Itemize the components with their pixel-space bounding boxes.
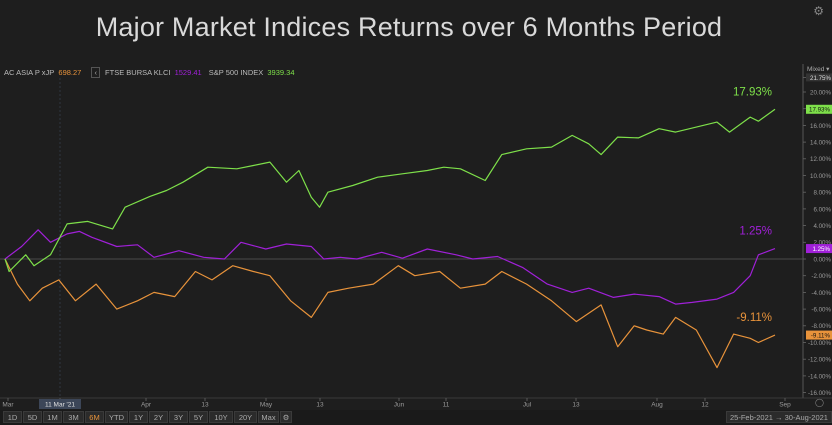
x-tick-label: 11 Mar '21 bbox=[45, 402, 75, 409]
x-tick-label: Sep bbox=[779, 402, 791, 409]
end-label: 17.93% bbox=[733, 86, 772, 98]
y-tick-label: 4.00% bbox=[813, 223, 831, 230]
range-button-2y[interactable]: 2Y bbox=[149, 411, 168, 423]
x-tick-label: May bbox=[260, 402, 273, 409]
axis-value-box bbox=[806, 330, 832, 340]
y-tick-label: -8.00% bbox=[811, 323, 831, 330]
range-button-max[interactable]: Max bbox=[258, 411, 279, 423]
range-button-ytd[interactable]: YTD bbox=[105, 411, 128, 423]
y-tick-label: 16.00% bbox=[810, 123, 831, 130]
chart-title: Major Market Indices Returns over 6 Mont… bbox=[95, 12, 723, 42]
chart-canvas[interactable]: Mixed ▾21.75%20.00%18.00%16.00%14.00%12.… bbox=[0, 0, 832, 410]
axis-value-label: 17.93% bbox=[809, 107, 830, 114]
end-label: -9.11% bbox=[736, 312, 772, 324]
x-tick-label: Jun bbox=[394, 402, 405, 409]
x-tick-label: Jul bbox=[523, 402, 532, 409]
range-button-5d[interactable]: 5D bbox=[23, 411, 42, 423]
range-button-3m[interactable]: 3M bbox=[63, 411, 84, 423]
legend-asia-name: AC ASIA P xJP bbox=[4, 68, 55, 77]
gear-icon[interactable]: ⚙ bbox=[813, 4, 824, 18]
y-tick-label: 21.75% bbox=[810, 75, 831, 82]
axis-mode-label[interactable]: Mixed ▾ bbox=[807, 66, 830, 73]
y-max-box bbox=[806, 73, 832, 82]
range-button-5y[interactable]: 5Y bbox=[189, 411, 208, 423]
series-line-ac-asia-p-xjp bbox=[4, 258, 776, 369]
end-label: 1.25% bbox=[739, 226, 772, 238]
axis-value-label: -9.11% bbox=[811, 332, 831, 339]
legend-klci-name: FTSE BURSA KLCI bbox=[105, 68, 171, 77]
y-tick-label: -16.00% bbox=[808, 390, 832, 397]
range-button-1d[interactable]: 1D bbox=[3, 411, 22, 423]
y-tick-label: 6.00% bbox=[813, 206, 831, 213]
legend: AC ASIA P xJP 698.27 ‹ FTSE BURSA KLCI 1… bbox=[4, 67, 300, 78]
range-button-6m[interactable]: 6M bbox=[85, 411, 104, 423]
legend-spx-name: S&P 500 INDEX bbox=[208, 68, 264, 77]
x-tick-label: 11 bbox=[443, 402, 450, 409]
y-tick-label: 12.00% bbox=[810, 156, 831, 163]
y-tick-label: 20.00% bbox=[810, 89, 831, 96]
axis-value-box bbox=[806, 244, 832, 254]
legend-klci-value: 1529.41 bbox=[174, 68, 202, 77]
axis-value-box bbox=[806, 104, 832, 114]
y-axis-panel bbox=[803, 64, 832, 398]
y-tick-label: -2.00% bbox=[811, 273, 831, 280]
series-line-s-p-500-index bbox=[4, 108, 776, 273]
y-tick-label: 2.00% bbox=[813, 240, 831, 247]
x-tick-label: 12 bbox=[701, 402, 709, 409]
range-button-1m[interactable]: 1M bbox=[43, 411, 62, 423]
chevron-left-icon[interactable]: ‹ bbox=[91, 67, 100, 78]
series-line-ftse-bursa-klci bbox=[4, 229, 776, 305]
y-tick-label: 0.00% bbox=[813, 256, 831, 263]
range-button-3y[interactable]: 3Y bbox=[169, 411, 188, 423]
y-tick-label: -12.00% bbox=[808, 357, 832, 364]
x-tick-label: 13 bbox=[572, 402, 580, 409]
x-tick-label: 13 bbox=[201, 402, 209, 409]
x-tick-label: Apr bbox=[141, 402, 152, 409]
range-button-1y[interactable]: 1Y bbox=[129, 411, 148, 423]
time-range-bar bbox=[0, 410, 832, 425]
y-tick-label: 14.00% bbox=[810, 140, 831, 147]
y-tick-label: 8.00% bbox=[813, 190, 831, 197]
fit-icon[interactable]: ◯ bbox=[815, 398, 824, 407]
crosshair-date-box bbox=[39, 399, 81, 409]
axis-value-label: 1.25% bbox=[812, 246, 830, 253]
range-button-20y[interactable]: 20Y bbox=[234, 411, 257, 423]
y-tick-label: -10.00% bbox=[808, 340, 832, 347]
legend-asia-value: 698.27 bbox=[58, 68, 82, 77]
y-tick-label: -14.00% bbox=[808, 373, 832, 380]
settings-gear-icon[interactable]: ⚙ bbox=[280, 411, 292, 423]
y-tick-label: 10.00% bbox=[810, 173, 831, 180]
x-tick-label: Mar bbox=[2, 402, 14, 409]
range-button-10y[interactable]: 10Y bbox=[209, 411, 233, 423]
x-tick-label: 13 bbox=[316, 402, 324, 409]
legend-spx-value: 3939.34 bbox=[267, 68, 295, 77]
y-tick-label: -4.00% bbox=[811, 290, 831, 297]
date-range-display[interactable]: 25-Feb-2021 → 30-Aug-2021 bbox=[726, 411, 832, 423]
y-tick-label: -6.00% bbox=[811, 307, 831, 314]
x-tick-label: Aug bbox=[651, 402, 663, 409]
